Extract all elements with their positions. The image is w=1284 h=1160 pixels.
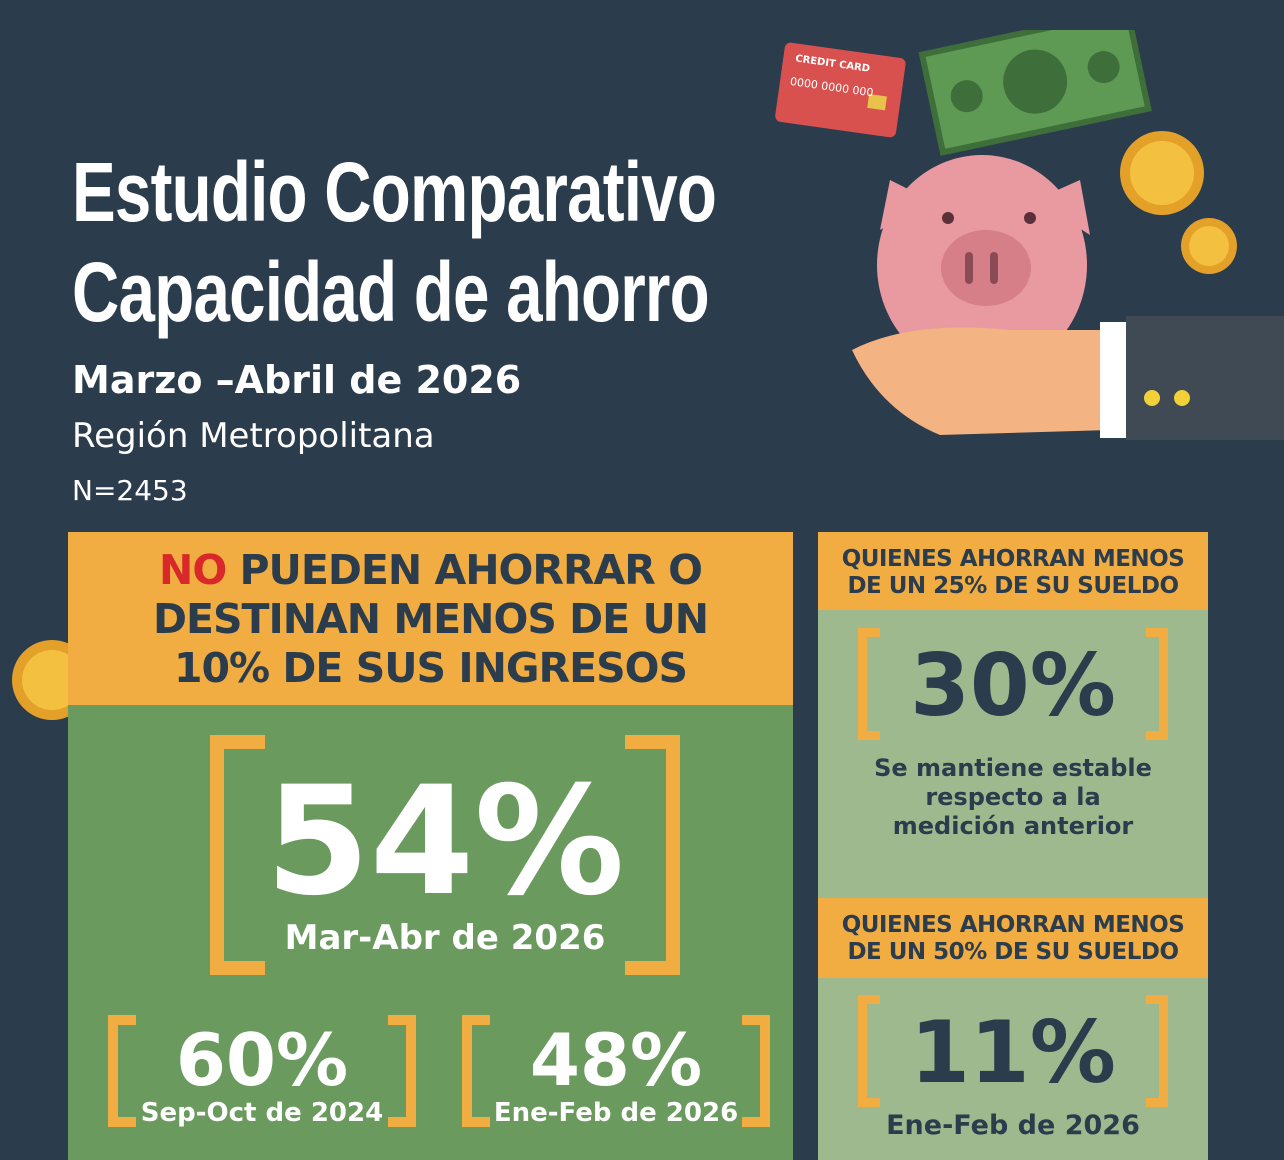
main-heading: NO PUEDEN AHORRAR O DESTINAN MENOS DE UN… [68,532,793,705]
heading-highlight: NO [159,546,227,594]
title-line: Capacidad de ahorro [72,245,710,339]
heading-line: PUEDEN AHORRAR O [239,546,703,594]
bracket [742,1015,770,1127]
side-heading: QUIENES AHORRAN MENOS DE UN 25% DE SU SUE… [818,532,1208,610]
note-line: respecto a la [925,783,1101,811]
bracket [388,1015,416,1127]
title-line: Estudio Comparativo [72,145,717,239]
bracket [858,628,880,740]
previous-period: Sep-Oct de 2024 [140,1098,384,1128]
current-period: Mar-Abr de 2026 [284,918,606,958]
bracket [858,995,880,1107]
piggy-illustration: CREDIT CARD 0000 0000 000 [775,30,1284,440]
note-line: medición anterior [892,812,1134,840]
heading-line: DE UN 50% DE SU SUELDO [847,939,1179,965]
bracket [462,1015,490,1127]
current-value: 54% [265,755,625,929]
heading-line: DESTINAN MENOS DE UN [152,595,709,643]
side-note: Se mantiene estable respecto a la medición… [818,754,1208,841]
previous-value: 48% [529,1018,703,1102]
side-period: Ene-Feb de 2026 [886,1110,1140,1141]
bracket [1146,995,1168,1107]
bracket [210,735,265,975]
previous-value: 60% [175,1018,349,1102]
sample-size: N=2453 [72,474,188,507]
side-panel [818,610,1208,1160]
side-value: 11% [910,1003,1116,1103]
bracket [1146,628,1168,740]
heading-line: QUIENES AHORRAN MENOS [841,546,1185,572]
period: Marzo –Abril de 2026 [72,358,522,402]
bracket [625,735,680,975]
bracket [108,1015,136,1127]
side-value: 30% [910,636,1116,736]
heading-line: 10% DE SUS INGRESOS [173,644,688,692]
previous-period: Ene-Feb de 2026 [493,1098,739,1128]
note-line: Se mantiene estable [874,754,1152,782]
side-heading: QUIENES AHORRAN MENOS DE UN 50% DE SU SUE… [818,898,1208,978]
region: Región Metropolitana [72,416,435,456]
heading-line: QUIENES AHORRAN MENOS [841,912,1185,938]
heading-line: DE UN 25% DE SU SUELDO [847,573,1179,599]
